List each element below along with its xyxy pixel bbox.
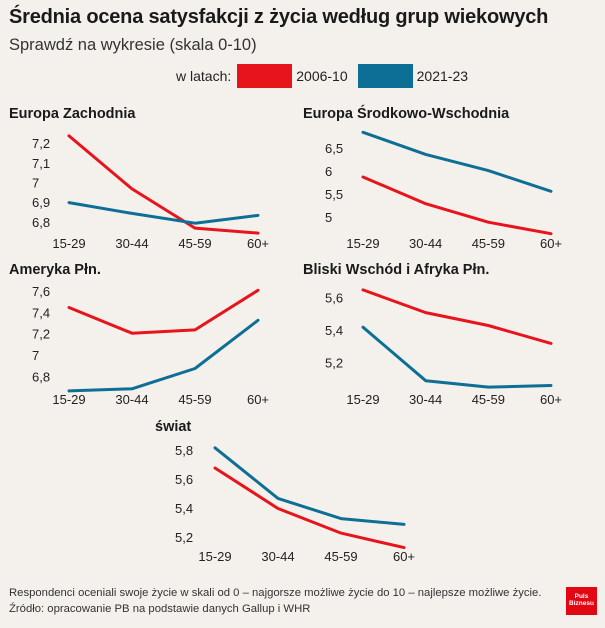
y-tick-label: 5,6 [175, 472, 193, 487]
y-tick-label: 7 [32, 348, 39, 363]
legend-swatch-2021-23 [357, 64, 413, 88]
series-line-2006-10 [361, 175, 553, 236]
y-tick-label: 7,2 [32, 136, 50, 151]
series-line-2021-23 [361, 130, 553, 193]
x-tick-label: 60+ [540, 236, 562, 251]
footnote-note: Respondenci oceniali swoje życie w skali… [9, 587, 542, 599]
series-line-2021-23 [67, 201, 260, 225]
series-line-2021-23 [67, 318, 260, 393]
panel-title-central-eastern-europe: Europa Środkowo-Wschodnia [303, 106, 510, 122]
x-tick-label: 15-29 [52, 392, 85, 407]
x-tick-label: 30-44 [115, 236, 148, 251]
y-tick-label: 7,2 [32, 327, 50, 342]
footnote-source: Źródło: opracowanie PB na podstawie dany… [9, 603, 311, 615]
panel-title-north-america: Ameryka Płn. [9, 262, 101, 278]
page-subtitle: Sprawdź na wykresie (skala 0-10) [9, 36, 257, 54]
y-tick-label: 5,8 [175, 443, 193, 458]
chart-2: 6,8 7 7,2 7,4 7,6 15-29 30-44 45-59 60+ [32, 284, 269, 407]
y-tick-label: 5,6 [325, 290, 343, 305]
x-tick-label: 45-59 [472, 236, 505, 251]
y-tick-label: 6,9 [32, 195, 50, 210]
chart-0: 6,8 6,9 7 7,1 7,2 15-29 30-44 45-59 60+ [32, 134, 269, 251]
x-tick-label: 60+ [393, 549, 415, 564]
series-line-2006-10 [361, 288, 553, 345]
x-tick-label: 30-44 [261, 549, 294, 564]
y-tick-label: 6,5 [325, 141, 343, 156]
x-tick-label: 60+ [247, 392, 269, 407]
series-line-2006-10 [213, 466, 406, 550]
x-tick-label: 60+ [247, 236, 269, 251]
series-line-2021-23 [361, 325, 553, 389]
x-tick-label: 15-29 [198, 549, 231, 564]
legend-item-2006-10: 2006-10 [296, 68, 348, 84]
y-tick-label: 5,5 [325, 187, 343, 202]
x-tick-label: 15-29 [346, 236, 379, 251]
x-tick-label: 45-59 [472, 392, 505, 407]
y-tick-label: 5,2 [175, 530, 193, 545]
x-tick-label: 45-59 [178, 236, 211, 251]
y-tick-label: 7,1 [32, 156, 50, 171]
y-tick-label: 5 [325, 210, 332, 225]
y-tick-label: 6,8 [32, 370, 50, 385]
y-tick-label: 7,4 [32, 305, 50, 320]
x-tick-label: 60+ [540, 392, 562, 407]
y-tick-label: 5,2 [325, 355, 343, 370]
y-tick-label: 7,6 [32, 284, 50, 299]
x-tick-label: 45-59 [324, 549, 357, 564]
series-line-2006-10 [67, 134, 260, 235]
x-tick-label: 30-44 [115, 392, 148, 407]
chart-3: 5,2 5,4 5,6 15-29 30-44 45-59 60+ [325, 288, 562, 407]
legend-swatch-2006-10 [237, 64, 293, 88]
y-tick-label: 5,4 [325, 323, 343, 338]
x-tick-label: 30-44 [409, 392, 442, 407]
x-tick-label: 30-44 [409, 236, 442, 251]
series-line-2021-23 [213, 446, 406, 526]
panel-title-western-europe: Europa Zachodnia [9, 106, 136, 122]
legend-label: w latach: [176, 68, 232, 84]
y-tick-label: 5,4 [175, 501, 193, 516]
page-title: Średnia ocena satysfakcji z życia według… [9, 6, 549, 28]
y-tick-label: 6,8 [32, 215, 50, 230]
chart-4: 5,2 5,4 5,6 5,8 15-29 30-44 45-59 60+ [175, 443, 415, 564]
y-tick-label: 7 [32, 176, 39, 191]
y-tick-label: 6 [325, 164, 332, 179]
x-tick-label: 15-29 [52, 236, 85, 251]
legend: w latach: 2006-10 2021-23 [176, 64, 478, 88]
footnote: Respondenci oceniali swoje życie w skali… [9, 585, 541, 617]
x-tick-label: 45-59 [178, 392, 211, 407]
panel-title-world: świat [155, 419, 192, 435]
publisher-logo: Puls Biznesu [566, 587, 597, 615]
series-line-2006-10 [67, 288, 260, 335]
panel-title-mena: Bliski Wschód i Afryka Płn. [303, 262, 490, 278]
chart-1: 5 5,5 6 6,5 15-29 30-44 45-59 60+ [325, 130, 562, 251]
legend-item-2021-23: 2021-23 [416, 68, 469, 84]
x-tick-label: 15-29 [346, 392, 379, 407]
